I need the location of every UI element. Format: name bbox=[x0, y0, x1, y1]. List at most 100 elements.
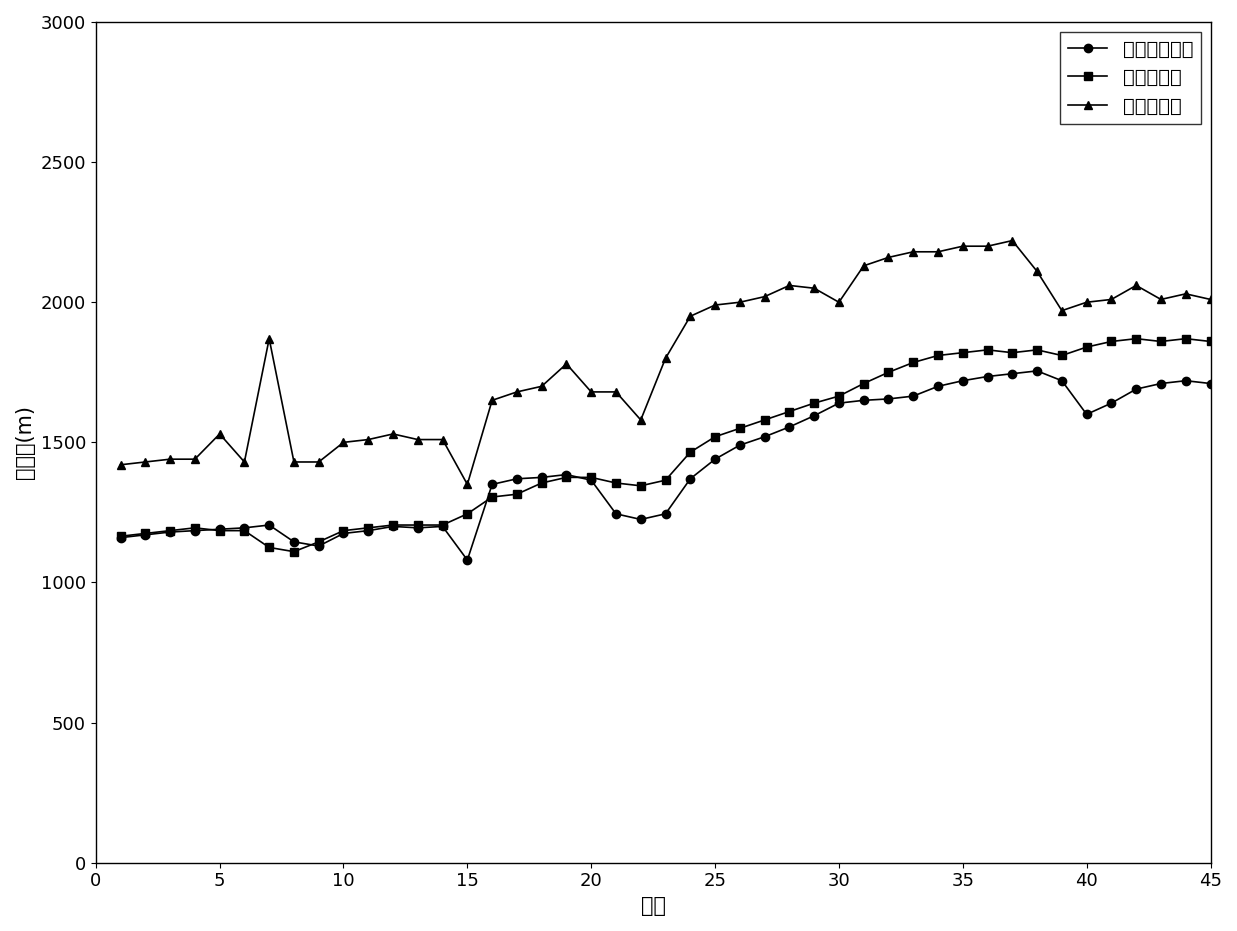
激光云底高 bbox=[137, 528, 152, 539]
激光云底高 bbox=[188, 522, 203, 533]
本发明云底高 bbox=[757, 431, 772, 442]
红外云底高 bbox=[1029, 266, 1044, 277]
红外云底高 bbox=[188, 453, 203, 465]
红外云底高 bbox=[905, 246, 920, 257]
激光云底高 bbox=[881, 367, 896, 378]
本发明云底高 bbox=[485, 479, 500, 490]
激光云底高 bbox=[732, 423, 747, 434]
本发明云底高 bbox=[633, 514, 648, 525]
红外云底高 bbox=[1004, 235, 1019, 246]
红外云底高 bbox=[955, 240, 970, 251]
本发明云底高 bbox=[807, 411, 821, 422]
激光云底高 bbox=[534, 478, 549, 489]
激光云底高 bbox=[930, 350, 945, 361]
激光云底高 bbox=[336, 525, 351, 536]
红外云底高 bbox=[732, 297, 747, 308]
激光云底高 bbox=[113, 531, 127, 542]
激光云底高 bbox=[1029, 344, 1044, 356]
Line: 激光云底高: 激光云底高 bbox=[116, 334, 1215, 556]
红外云底高 bbox=[1054, 305, 1069, 317]
本发明云底高 bbox=[930, 381, 945, 392]
激光云底高 bbox=[1154, 336, 1169, 347]
红外云底高 bbox=[312, 456, 327, 467]
本发明云底高 bbox=[905, 390, 920, 401]
激光云底高 bbox=[1004, 347, 1019, 358]
红外云底高 bbox=[435, 434, 450, 445]
激光云底高 bbox=[905, 357, 920, 368]
本发明云底高 bbox=[411, 522, 426, 533]
红外云底高 bbox=[856, 261, 871, 272]
本发明云底高 bbox=[213, 523, 228, 534]
激光云底高 bbox=[435, 519, 450, 531]
本发明云底高 bbox=[1079, 409, 1094, 420]
激光云底高 bbox=[1179, 333, 1194, 344]
红外云底高 bbox=[137, 456, 152, 467]
Y-axis label: 云底高(m): 云底高(m) bbox=[15, 405, 35, 479]
红外云底高 bbox=[1154, 294, 1169, 305]
本发明云底高 bbox=[584, 475, 599, 486]
本发明云底高 bbox=[1054, 375, 1069, 386]
激光云底高 bbox=[658, 475, 673, 486]
激光云底高 bbox=[1204, 336, 1218, 347]
红外云底高 bbox=[658, 353, 673, 364]
红外云底高 bbox=[584, 386, 599, 398]
本发明云底高 bbox=[163, 526, 178, 537]
X-axis label: 序列: 序列 bbox=[641, 896, 666, 916]
本发明云底高 bbox=[1029, 365, 1044, 376]
激光云底高 bbox=[287, 546, 302, 558]
红外云底高 bbox=[1103, 294, 1118, 305]
本发明云底高 bbox=[881, 393, 896, 404]
本发明云底高 bbox=[361, 525, 376, 536]
Line: 红外云底高: 红外云底高 bbox=[116, 236, 1215, 489]
红外云底高 bbox=[807, 283, 821, 294]
激光云底高 bbox=[955, 347, 970, 358]
激光云底高 bbox=[1103, 336, 1118, 347]
红外云底高 bbox=[708, 300, 722, 311]
红外云底高 bbox=[980, 240, 995, 251]
本发明云底高 bbox=[460, 555, 475, 566]
红外云底高 bbox=[485, 395, 500, 406]
本发明云底高 bbox=[856, 395, 871, 406]
本发明云底高 bbox=[435, 520, 450, 532]
本发明云底高 bbox=[1004, 368, 1019, 379]
本发明云底高 bbox=[510, 473, 524, 484]
本发明云底高 bbox=[188, 525, 203, 536]
本发明云底高 bbox=[980, 371, 995, 382]
激光云底高 bbox=[312, 536, 327, 547]
激光云底高 bbox=[386, 519, 401, 531]
红外云底高 bbox=[460, 479, 475, 490]
红外云底高 bbox=[336, 437, 351, 448]
本发明云底高 bbox=[955, 375, 970, 386]
本发明云底高 bbox=[1103, 398, 1118, 409]
激光云底高 bbox=[807, 398, 821, 409]
激光云底高 bbox=[485, 492, 500, 503]
激光云底高 bbox=[831, 390, 846, 401]
本发明云底高 bbox=[683, 473, 698, 484]
本发明云底高 bbox=[137, 529, 152, 540]
激光云底高 bbox=[460, 508, 475, 519]
本发明云底高 bbox=[312, 541, 327, 552]
本发明云底高 bbox=[336, 528, 351, 539]
本发明云底高 bbox=[238, 522, 252, 533]
红外云底高 bbox=[633, 414, 648, 425]
激光云底高 bbox=[1079, 342, 1094, 353]
红外云底高 bbox=[1179, 289, 1194, 300]
红外云底高 bbox=[262, 333, 277, 344]
本发明云底高 bbox=[732, 439, 747, 451]
本发明云底高 bbox=[1204, 378, 1218, 389]
本发明云底高 bbox=[287, 536, 302, 547]
本发明云底高 bbox=[708, 453, 722, 465]
红外云底高 bbox=[881, 251, 896, 263]
激光云底高 bbox=[238, 525, 252, 536]
红外云底高 bbox=[238, 456, 252, 467]
本发明云底高 bbox=[658, 508, 673, 519]
红外云底高 bbox=[287, 456, 302, 467]
激光云底高 bbox=[782, 406, 797, 417]
本发明云底高 bbox=[262, 519, 277, 531]
激光云底高 bbox=[856, 378, 871, 389]
激光云底高 bbox=[708, 431, 722, 442]
激光云底高 bbox=[411, 519, 426, 531]
红外云底高 bbox=[757, 291, 772, 303]
本发明云底高 bbox=[1179, 375, 1194, 386]
红外云底高 bbox=[1079, 297, 1094, 308]
